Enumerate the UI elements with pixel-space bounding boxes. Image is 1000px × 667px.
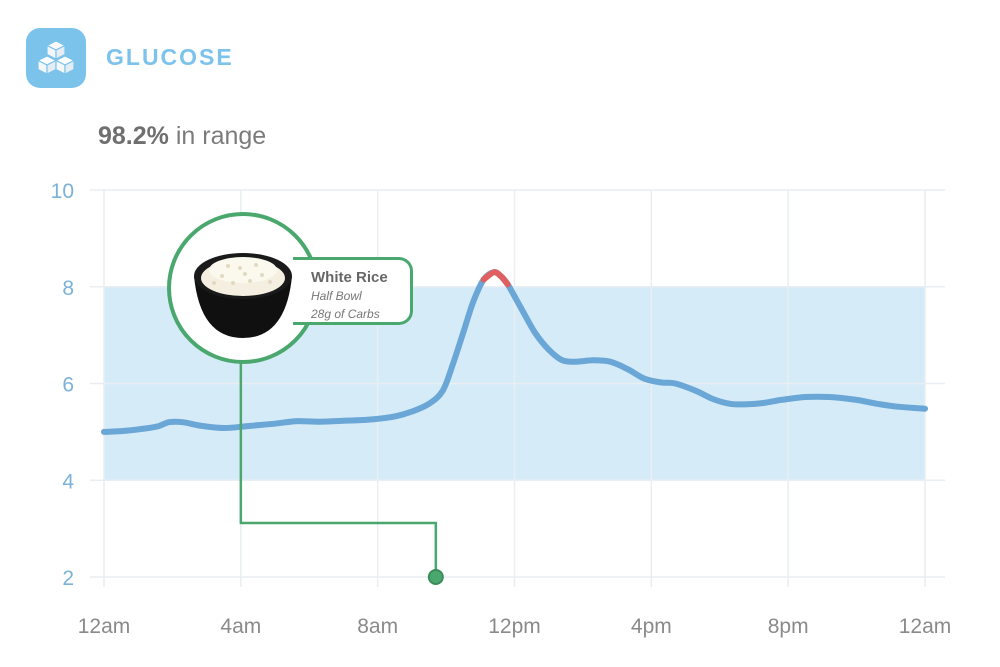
meal-title: White Rice bbox=[311, 269, 388, 286]
meal-annotation-card[interactable]: White Rice Half Bowl 28g of Carbs bbox=[293, 257, 413, 325]
x-tick-label: 8am bbox=[357, 615, 398, 638]
x-tick-label: 4pm bbox=[631, 615, 672, 638]
x-tick-label: 12pm bbox=[488, 615, 541, 638]
x-tick-label: 12am bbox=[78, 615, 131, 638]
y-axis-labels: 2 4 6 8 10 bbox=[51, 180, 75, 590]
in-range-label: in range bbox=[175, 122, 267, 150]
y-tick-label: 10 bbox=[51, 180, 74, 203]
meal-photo-bubble[interactable] bbox=[167, 212, 319, 364]
meal-carbs: 28g of Carbs bbox=[311, 307, 380, 321]
in-range-summary: 98.2% in range bbox=[98, 122, 266, 151]
glucose-high-segment bbox=[480, 269, 511, 288]
y-tick-label: 6 bbox=[62, 374, 74, 397]
meal-portion: Half Bowl bbox=[311, 289, 362, 303]
x-tick-label: 4am bbox=[220, 615, 261, 638]
rice-bowl-icon bbox=[194, 253, 292, 338]
meal-time-marker[interactable] bbox=[427, 569, 444, 585]
x-tick-label: 12am bbox=[899, 615, 952, 638]
x-axis-labels: 12am 4am 8am 12pm 4pm 8pm 12am bbox=[78, 615, 952, 638]
y-tick-label: 4 bbox=[62, 470, 74, 493]
app-title: GLUCOSE bbox=[106, 44, 234, 70]
y-tick-label: 8 bbox=[62, 277, 74, 300]
sugar-cubes-icon bbox=[37, 40, 75, 75]
in-range-percent: 98.2% bbox=[98, 122, 169, 150]
x-tick-label: 8pm bbox=[768, 615, 809, 638]
app-icon bbox=[26, 28, 86, 88]
y-tick-label: 2 bbox=[62, 567, 74, 590]
meal-connector-line bbox=[239, 362, 438, 570]
